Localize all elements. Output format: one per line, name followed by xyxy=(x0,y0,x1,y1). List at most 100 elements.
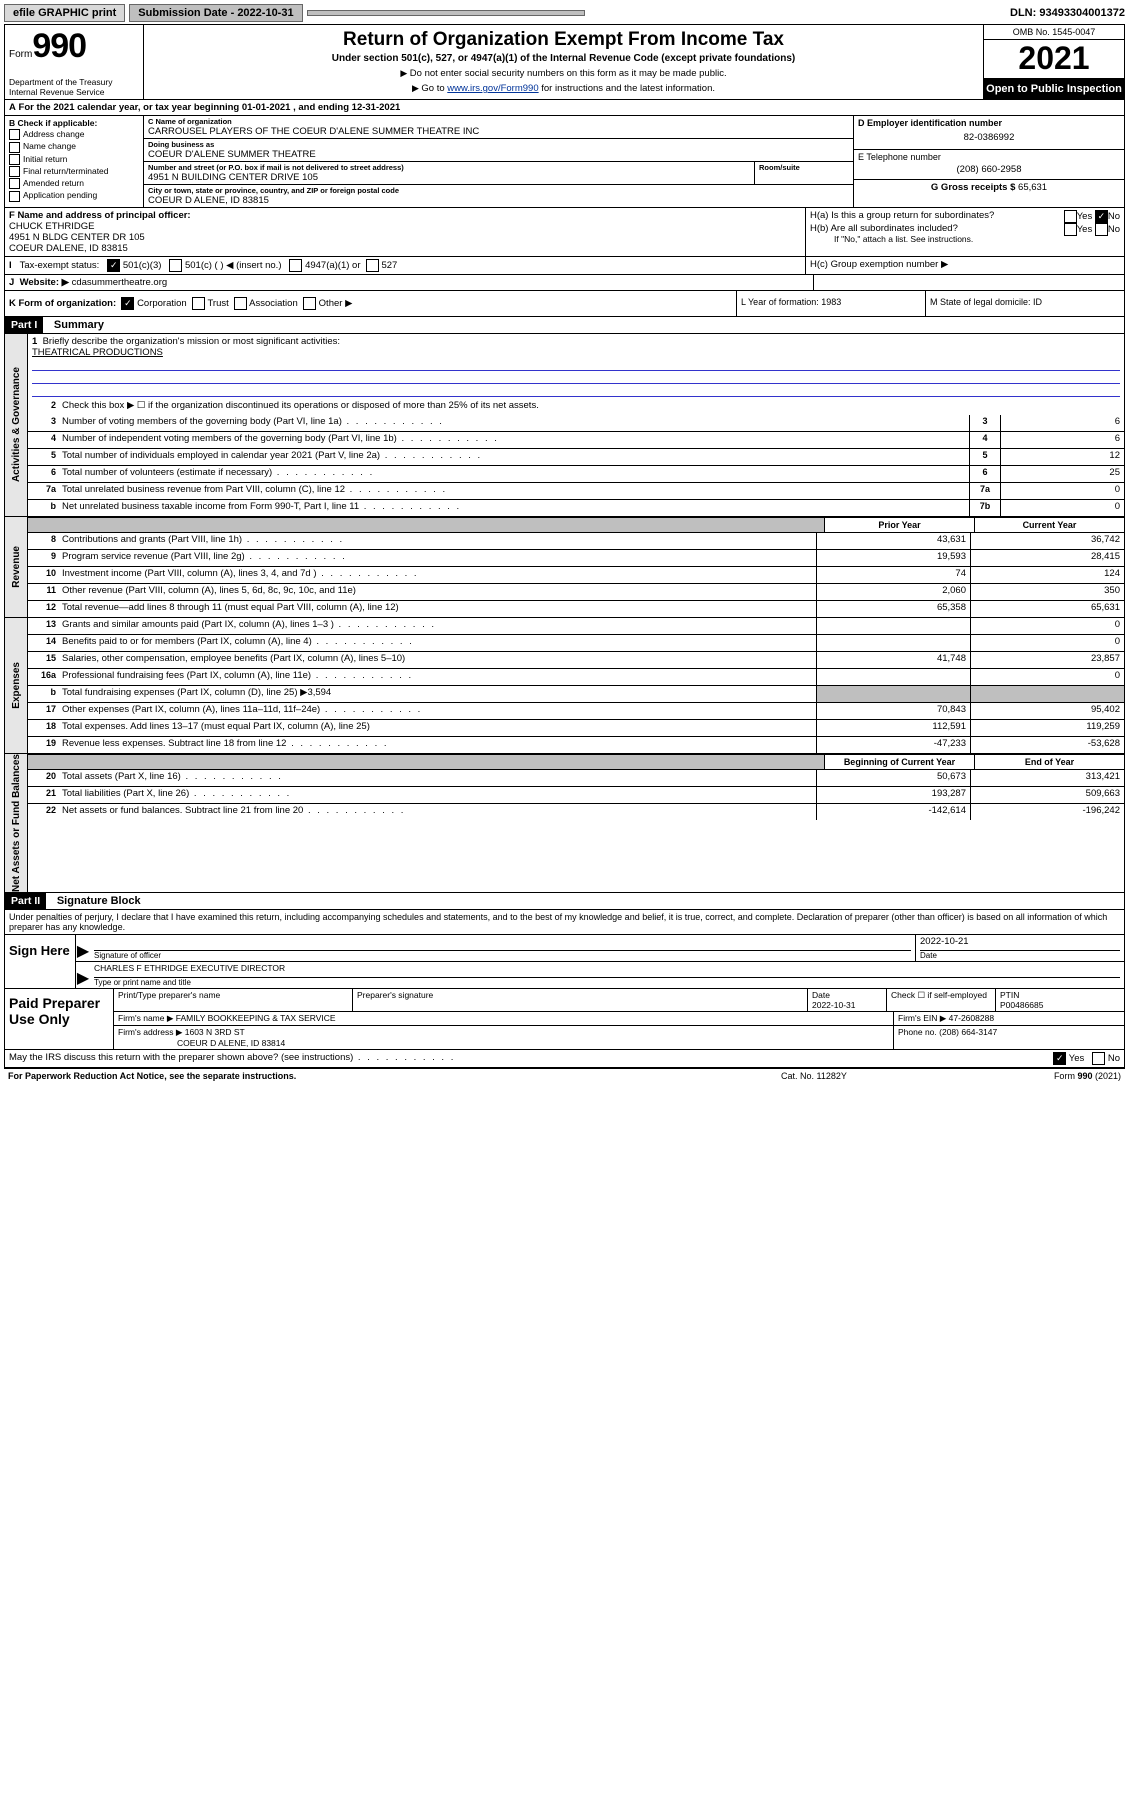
paid-preparer-block: Paid Preparer Use Only Print/Type prepar… xyxy=(5,989,1124,1050)
opt-527: 527 xyxy=(381,260,397,271)
c17: 95,402 xyxy=(970,703,1124,719)
v7a: 0 xyxy=(1000,483,1124,499)
m-state: M State of legal domicile: ID xyxy=(926,291,1124,316)
p14 xyxy=(816,635,970,651)
l19: Revenue less expenses. Subtract line 18 … xyxy=(60,737,816,753)
ag-section: Activities & Governance 1 Briefly descri… xyxy=(5,334,1124,517)
chk-527[interactable] xyxy=(366,259,379,272)
l6: Total number of volunteers (estimate if … xyxy=(60,466,969,482)
chk-assoc[interactable] xyxy=(234,297,247,310)
part1-hdr: Part I xyxy=(5,317,43,333)
ptin-lbl: PTIN xyxy=(1000,990,1019,1000)
uline3 xyxy=(32,384,1120,397)
website-val: cdasummertheatre.org xyxy=(72,277,168,288)
chk-pending[interactable] xyxy=(9,191,20,202)
k-lbl: K Form of organization: xyxy=(9,298,116,309)
p20: 50,673 xyxy=(816,770,970,786)
discuss-no-lbl: No xyxy=(1108,1053,1120,1064)
c8: 36,742 xyxy=(970,533,1124,549)
c9: 28,415 xyxy=(970,550,1124,566)
chk-501c[interactable] xyxy=(169,259,182,272)
chk-amended[interactable] xyxy=(9,178,20,189)
blank-button[interactable] xyxy=(307,10,585,16)
discuss-no[interactable] xyxy=(1092,1052,1105,1065)
part1-bar: Part I Summary xyxy=(5,317,1124,334)
chk-address[interactable] xyxy=(9,129,20,140)
ha-yes[interactable] xyxy=(1064,210,1077,223)
l9: Program service revenue (Part VIII, line… xyxy=(60,550,816,566)
paid-lbl: Paid Preparer Use Only xyxy=(5,989,114,1049)
hb-yes[interactable] xyxy=(1064,223,1077,236)
l17: Other expenses (Part IX, column (A), lin… xyxy=(60,703,816,719)
l16b: Total fundraising expenses (Part IX, col… xyxy=(60,686,816,702)
street-lbl: Number and street (or P.O. box if mail i… xyxy=(148,163,750,172)
firm-addr2: COEUR D ALENE, ID 83814 xyxy=(177,1038,285,1048)
chk-corp[interactable] xyxy=(121,297,134,310)
prep-name-lbl: Print/Type preparer's name xyxy=(118,990,220,1000)
tax-year: 2021 xyxy=(984,40,1124,79)
p19: -47,233 xyxy=(816,737,970,753)
chk-trust[interactable] xyxy=(192,297,205,310)
side-ag: Activities & Governance xyxy=(11,367,22,482)
sig-date-val: 2022-10-21 xyxy=(920,936,969,947)
city-val: COEUR D ALENE, ID 83815 xyxy=(148,195,849,206)
ein-lbl: D Employer identification number xyxy=(858,118,1120,128)
l1-val: THEATRICAL PRODUCTIONS xyxy=(32,347,163,358)
form-subtitle: Under section 501(c), 527, or 4947(a)(1)… xyxy=(150,53,977,64)
p16a xyxy=(816,669,970,685)
ha-no[interactable] xyxy=(1095,210,1108,223)
p22: -142,614 xyxy=(816,804,970,820)
note-ssn: Do not enter social security numbers on … xyxy=(150,68,977,79)
dba-lbl: Doing business as xyxy=(148,140,849,149)
f-addr1: 4951 N BLDG CENTER DR 105 xyxy=(9,232,145,243)
chk-4947[interactable] xyxy=(289,259,302,272)
l14: Benefits paid to or for members (Part IX… xyxy=(60,635,816,651)
p11: 2,060 xyxy=(816,584,970,600)
l5: Total number of individuals employed in … xyxy=(60,449,969,465)
opt-amended: Amended return xyxy=(23,178,84,188)
c15: 23,857 xyxy=(970,652,1124,668)
dept-label: Department of the Treasury xyxy=(9,77,112,87)
chk-initial[interactable] xyxy=(9,154,20,165)
c12: 65,631 xyxy=(970,601,1124,617)
firm-addr1: 1603 N 3RD ST xyxy=(185,1027,245,1037)
discuss-yes[interactable] xyxy=(1053,1052,1066,1065)
opt-name: Name change xyxy=(23,141,76,151)
l22: Net assets or fund balances. Subtract li… xyxy=(60,804,816,820)
c18: 119,259 xyxy=(970,720,1124,736)
f-lbl: F Name and address of principal officer: xyxy=(9,210,191,221)
hb-no[interactable] xyxy=(1095,223,1108,236)
bcd-block: B Check if applicable: Address change Na… xyxy=(5,116,1124,208)
efile-button[interactable]: efile GRAPHIC print xyxy=(4,4,125,22)
chk-other[interactable] xyxy=(303,297,316,310)
submission-date-button[interactable]: Submission Date - 2022-10-31 xyxy=(129,4,302,22)
chk-501c3[interactable] xyxy=(107,259,120,272)
c21: 509,663 xyxy=(970,787,1124,803)
ha-yes-lbl: Yes xyxy=(1077,211,1093,222)
public-inspection: Open to Public Inspection xyxy=(984,79,1124,99)
c20: 313,421 xyxy=(970,770,1124,786)
opt-trust: Trust xyxy=(207,298,228,309)
irs-link[interactable]: www.irs.gov/Form990 xyxy=(447,83,538,94)
officer-sig-line[interactable] xyxy=(94,936,911,951)
form-header: Form990 Department of the Treasury Inter… xyxy=(5,25,1124,100)
uline2 xyxy=(32,371,1120,384)
gross-lbl: G Gross receipts $ xyxy=(931,182,1015,193)
l11: Other revenue (Part VIII, column (A), li… xyxy=(60,584,816,600)
c14: 0 xyxy=(970,635,1124,651)
l8: Contributions and grants (Part VIII, lin… xyxy=(60,533,816,549)
form-word: Form xyxy=(9,49,32,60)
form-number: 990 xyxy=(32,27,86,65)
l7a: Total unrelated business revenue from Pa… xyxy=(60,483,969,499)
check-self: Check ☐ if self-employed xyxy=(891,990,987,1000)
part2-bar: Part II Signature Block xyxy=(5,893,1124,910)
page-footer: For Paperwork Reduction Act Notice, see … xyxy=(4,1069,1125,1083)
prep-sig-lbl: Preparer's signature xyxy=(357,990,433,1000)
l21: Total liabilities (Part X, line 26) xyxy=(60,787,816,803)
b-title: B Check if applicable: xyxy=(9,118,97,128)
chk-name[interactable] xyxy=(9,142,20,153)
chk-final[interactable] xyxy=(9,166,20,177)
sig-date-lbl: Date xyxy=(920,951,1120,960)
v5: 12 xyxy=(1000,449,1124,465)
col-c: C Name of organization CARROUSEL PLAYERS… xyxy=(144,116,854,207)
